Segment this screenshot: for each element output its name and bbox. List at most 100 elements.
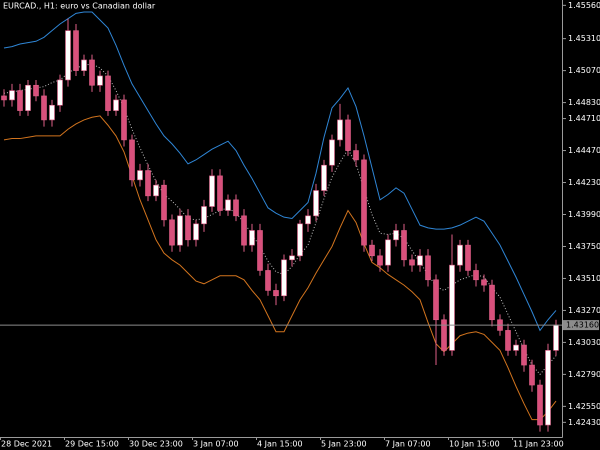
candle-body bbox=[1, 95, 7, 101]
y-tick-label: 1.43030 bbox=[568, 338, 600, 347]
candle-body bbox=[65, 30, 71, 81]
y-tick-label: 1.43990 bbox=[568, 210, 600, 219]
candle-body bbox=[73, 30, 79, 71]
candle-body bbox=[153, 184, 159, 197]
candle-body bbox=[329, 139, 335, 166]
candle-body bbox=[305, 215, 311, 225]
candle-body bbox=[113, 99, 119, 111]
candle-body bbox=[169, 219, 175, 246]
y-tick-label: 1.44830 bbox=[568, 98, 600, 107]
y-tick-label: 1.42790 bbox=[568, 370, 600, 379]
candle-body bbox=[257, 230, 263, 271]
candle-body bbox=[369, 244, 375, 257]
x-tick-label: 3 Jan 07:00 bbox=[193, 440, 239, 449]
x-tick-label: 10 Jan 15:00 bbox=[449, 440, 500, 449]
x-tick-label: 29 Dec 15:00 bbox=[65, 440, 119, 449]
candle-body bbox=[217, 175, 223, 211]
candle-body bbox=[529, 364, 535, 386]
candle-body bbox=[361, 159, 367, 246]
candle-body bbox=[201, 206, 207, 225]
y-tick-label: 1.42430 bbox=[568, 418, 600, 427]
y-tick-label: 1.44710 bbox=[568, 114, 600, 123]
candle-body bbox=[137, 170, 143, 181]
x-tick-label: 5 Jan 23:00 bbox=[321, 440, 367, 449]
candle-body bbox=[473, 270, 479, 281]
candle-body bbox=[25, 84, 31, 111]
candle-body bbox=[441, 319, 447, 351]
candle-body bbox=[233, 199, 239, 217]
candle-body bbox=[145, 170, 151, 197]
candle-body bbox=[297, 223, 303, 257]
candle-body bbox=[177, 215, 183, 246]
candle-body bbox=[521, 344, 527, 366]
candle-body bbox=[161, 184, 167, 221]
candle-body bbox=[425, 255, 431, 281]
candle-body bbox=[129, 139, 135, 181]
candle-body bbox=[313, 190, 319, 217]
candle-body bbox=[33, 84, 39, 97]
candle-body bbox=[225, 199, 231, 211]
candle-body bbox=[249, 230, 255, 246]
candle-body bbox=[465, 244, 471, 271]
y-tick-label: 1.44230 bbox=[568, 178, 600, 187]
candle-body bbox=[545, 350, 551, 426]
y-tick-label: 1.43510 bbox=[568, 274, 600, 283]
candle-body bbox=[105, 75, 111, 111]
candle-body bbox=[321, 164, 327, 191]
candle-body bbox=[505, 330, 511, 351]
candle-body bbox=[409, 259, 415, 266]
candle-body bbox=[337, 119, 343, 141]
y-tick-label: 1.45070 bbox=[568, 66, 600, 75]
band-line bbox=[3, 11, 557, 332]
x-tick-label: 28 Dec 2021 bbox=[1, 440, 52, 449]
candle-body bbox=[449, 264, 455, 351]
x-tick-label: 30 Dec 23:00 bbox=[129, 440, 183, 449]
candle-body bbox=[121, 99, 127, 141]
candle-body bbox=[57, 79, 63, 106]
y-tick-label: 1.44470 bbox=[568, 146, 600, 155]
candle-body bbox=[193, 223, 199, 241]
candle-body bbox=[401, 230, 407, 261]
candle-body bbox=[17, 90, 23, 111]
candle-body bbox=[209, 175, 215, 207]
x-tick-label: 7 Jan 07:00 bbox=[385, 440, 431, 449]
candle-body bbox=[241, 215, 247, 246]
x-tick-label: 4 Jan 15:00 bbox=[257, 440, 303, 449]
candle-body bbox=[481, 279, 487, 286]
candle-body bbox=[281, 259, 287, 297]
candle-body bbox=[537, 384, 543, 426]
candle-body bbox=[417, 255, 423, 266]
y-tick-label: 1.45560 bbox=[568, 1, 600, 10]
y-tick-label: 1.42550 bbox=[568, 402, 600, 411]
band-line bbox=[3, 115, 557, 421]
candle-body bbox=[273, 290, 279, 297]
chart-title: EURCAD., H1: euro vs Canadian dollar bbox=[3, 2, 156, 11]
candle-body bbox=[457, 244, 463, 266]
candle-body bbox=[97, 75, 103, 86]
candle-body bbox=[41, 95, 47, 121]
candle-body bbox=[393, 230, 399, 241]
candle-body bbox=[345, 119, 351, 151]
y-tick-label: 1.45310 bbox=[568, 34, 600, 43]
candle-body bbox=[489, 284, 495, 321]
candle-body bbox=[385, 239, 391, 266]
candle-body bbox=[353, 150, 359, 161]
x-tick-label: 11 Jan 23:00 bbox=[513, 440, 564, 449]
candle-body bbox=[289, 255, 295, 261]
bid-label: 1.43160 bbox=[566, 321, 599, 330]
candle-body bbox=[185, 215, 191, 241]
y-tick-label: 1.43750 bbox=[568, 242, 600, 251]
bid-label-box bbox=[563, 320, 599, 331]
y-tick-label: 1.43270 bbox=[568, 306, 600, 315]
candle-body bbox=[553, 324, 559, 351]
candle-body bbox=[377, 255, 383, 266]
candle-body bbox=[265, 270, 271, 291]
candle-body bbox=[81, 59, 87, 71]
candle-body bbox=[433, 279, 439, 321]
candle-body bbox=[9, 90, 15, 101]
candle-body bbox=[89, 59, 95, 86]
candle-body bbox=[49, 104, 55, 121]
candle-body bbox=[513, 344, 519, 351]
